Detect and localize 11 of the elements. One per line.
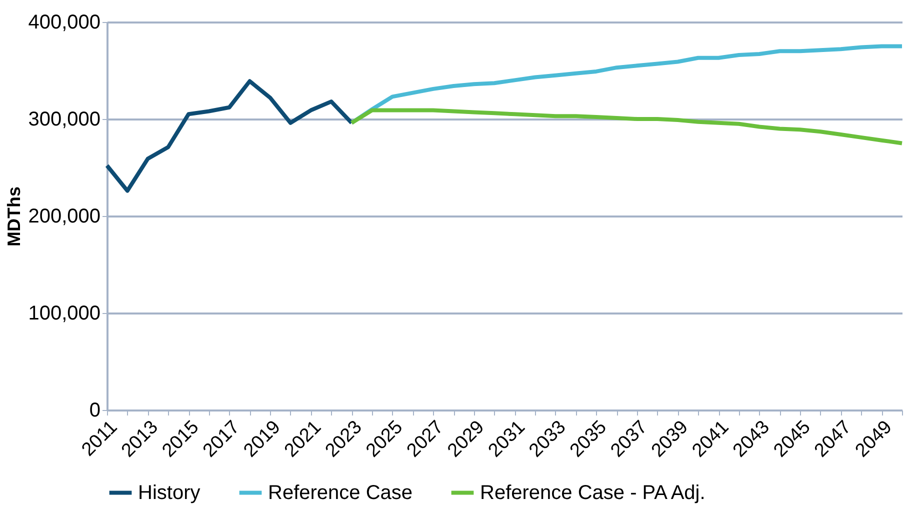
y-tick-label: 300,000 bbox=[28, 108, 100, 130]
y-tick-label: 0 bbox=[89, 400, 100, 422]
y-tick-label: 400,000 bbox=[28, 12, 100, 34]
legend-label: Reference Case bbox=[268, 482, 413, 504]
line-series bbox=[350, 108, 904, 146]
line-series bbox=[105, 79, 354, 193]
y-axis-title: MDThs bbox=[4, 186, 24, 246]
y-tick-label: 100,000 bbox=[28, 302, 100, 324]
legend-label: History bbox=[138, 482, 200, 504]
y-tick-label: 200,000 bbox=[28, 206, 100, 228]
legend-label: Reference Case - PA Adj. bbox=[480, 482, 706, 504]
